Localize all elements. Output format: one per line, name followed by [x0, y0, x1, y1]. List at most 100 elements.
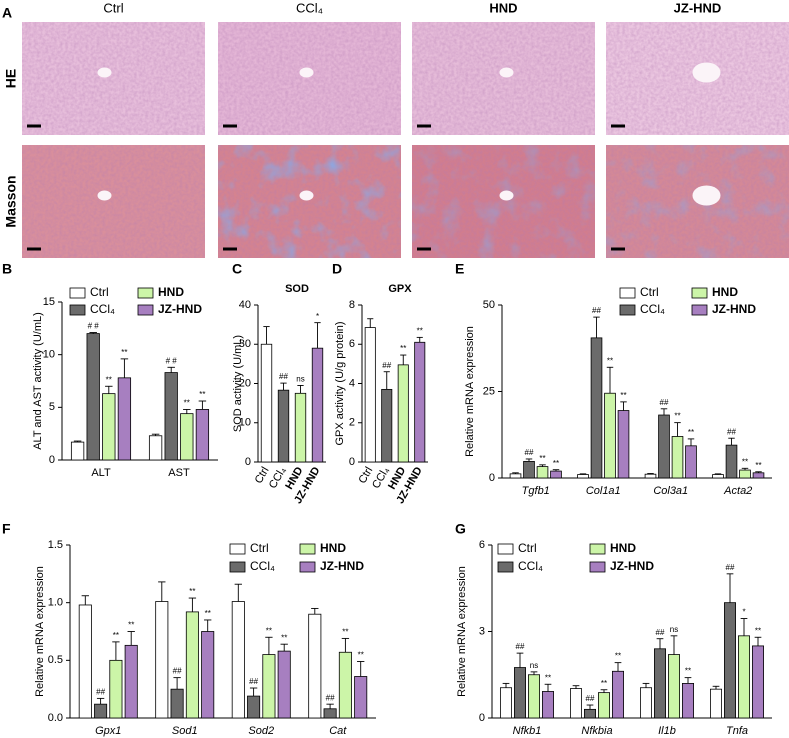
- significance-label: ##: [592, 306, 601, 315]
- significance-label: **: [266, 626, 272, 635]
- y-tick-label: 3: [479, 625, 485, 637]
- significance-label: **: [742, 457, 748, 466]
- bar: [164, 372, 178, 461]
- significance-label: **: [620, 391, 626, 400]
- panel-label: A: [2, 5, 12, 21]
- legend-swatch: [299, 561, 316, 573]
- bar: [685, 445, 697, 479]
- significance-label: **: [189, 587, 195, 596]
- y-tick-label: 25: [483, 385, 495, 397]
- legend-swatch: [589, 561, 606, 573]
- legend-label: Ctrl: [90, 285, 109, 299]
- x-tick-label: ALT: [91, 467, 111, 479]
- legend-label: JZ-HND: [158, 302, 202, 316]
- legend-swatch: [497, 543, 514, 555]
- column-header: CCl₄: [296, 0, 323, 15]
- y-tick-label: 0: [349, 456, 355, 468]
- legend-label: JZ-HND: [712, 302, 756, 316]
- legend-label: Ctrl: [250, 541, 269, 555]
- bar: [542, 691, 555, 719]
- y-tick-label: 1.5: [48, 539, 63, 551]
- y-tick-label: 4: [349, 377, 355, 389]
- x-tick-label: Acta2: [723, 485, 752, 497]
- significance-label: **: [106, 375, 112, 384]
- legend-label: Ctrl: [518, 541, 537, 555]
- image-texture: [412, 22, 595, 135]
- significance-label: **: [184, 399, 190, 408]
- y-tick-label: 0: [479, 712, 485, 724]
- vessel: [97, 67, 112, 78]
- significance-label: ##: [660, 398, 669, 407]
- significance-label: **: [199, 390, 205, 399]
- bar: [668, 654, 681, 719]
- bar: [725, 444, 738, 479]
- significance-label: **: [342, 628, 348, 637]
- vessel: [692, 185, 721, 206]
- row-header: HE: [3, 69, 19, 88]
- y-tick-label: 1.0: [48, 597, 63, 609]
- significance-label: ##: [516, 642, 525, 651]
- significance-label: **: [128, 621, 134, 630]
- column-header: JZ-HND: [674, 0, 722, 15]
- significance-label: **: [205, 609, 211, 618]
- bar: [658, 414, 670, 479]
- bar: [94, 703, 108, 719]
- y-tick-label: 2: [349, 417, 355, 429]
- bar: [509, 473, 522, 479]
- bar: [155, 601, 169, 719]
- significance-label: **: [755, 626, 761, 635]
- x-tick-label: Cat: [329, 725, 347, 737]
- image-texture: [22, 22, 205, 135]
- column-header: Ctrl: [103, 0, 123, 15]
- bar: [308, 613, 322, 719]
- bar: [170, 688, 184, 719]
- legend-label: JZ-HND: [320, 559, 364, 573]
- x-tick-label: Col3a1: [653, 485, 688, 497]
- bar: [671, 436, 684, 479]
- image-texture: [218, 22, 401, 135]
- legend-swatch: [229, 561, 246, 573]
- bar: [260, 343, 273, 463]
- x-tick-label: Tnfa: [726, 725, 748, 737]
- y-axis-label: ALT and AST activity (U/mL): [32, 312, 44, 450]
- significance-label: **: [688, 428, 694, 437]
- column-header: HND: [489, 0, 517, 15]
- legend-label: HND: [712, 285, 738, 299]
- bar: [590, 337, 603, 479]
- legend-swatch: [619, 304, 636, 316]
- y-tick-label: 15: [43, 296, 55, 308]
- legend-label: CCl₄: [90, 302, 115, 316]
- bar: [550, 470, 562, 479]
- x-tick-label: Tgfb1: [522, 485, 550, 497]
- y-tick-label: 0: [245, 456, 251, 468]
- bar: [640, 687, 653, 719]
- significance-label: ##: [326, 693, 335, 702]
- significance-label: **: [615, 652, 621, 661]
- panel-label: G: [455, 521, 466, 537]
- vessel: [692, 62, 721, 83]
- bar: [277, 650, 291, 719]
- significance-label: ##: [96, 688, 105, 697]
- significance-label: **: [553, 459, 559, 468]
- bar: [752, 472, 765, 479]
- y-tick-label: 40: [239, 299, 251, 311]
- panel-label: D: [332, 261, 342, 277]
- bar: [185, 611, 199, 719]
- significance-label: ##: [525, 448, 534, 457]
- y-tick-label: 8: [349, 299, 355, 311]
- legend-swatch: [619, 287, 636, 299]
- y-tick-label: 6: [349, 338, 355, 350]
- bar: [323, 708, 337, 719]
- significance-label: ##: [656, 628, 665, 637]
- y-axis-label: Relative mRNA expression: [464, 326, 476, 457]
- significance-label: **: [113, 631, 119, 640]
- vessel: [299, 190, 314, 201]
- bar: [577, 474, 589, 479]
- chart-title: GPX: [388, 283, 412, 295]
- significance-label: **: [539, 454, 545, 463]
- bar: [710, 688, 723, 719]
- legend-label: HND: [610, 541, 636, 555]
- bar: [738, 635, 751, 719]
- bar: [612, 670, 625, 719]
- bar: [117, 377, 132, 461]
